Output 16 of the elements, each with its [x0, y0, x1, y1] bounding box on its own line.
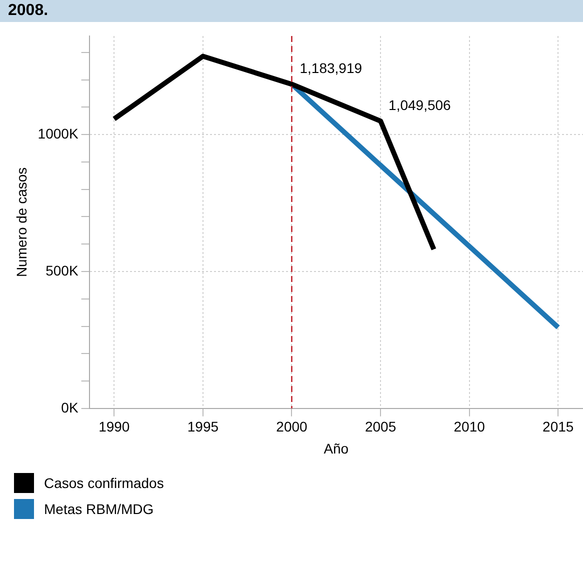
legend-label: Metas RBM/MDG — [44, 501, 154, 517]
y-tick-label: 1000K — [38, 125, 79, 142]
y-axis-title: Numero de casos — [13, 167, 30, 278]
x-axis-title: Año — [324, 440, 349, 456]
y-tick-label: 0K — [61, 399, 79, 416]
data-label: 1,183,919 — [300, 60, 362, 76]
data-label: 1,049,506 — [388, 96, 452, 113]
chart-title: 2008. — [0, 0, 583, 22]
legend-label: Casos confirmados — [44, 475, 164, 491]
y-tick-label: 500K — [46, 262, 79, 278]
x-tick-label: 1990 — [98, 418, 130, 435]
x-tick-label: 1995 — [187, 418, 219, 435]
x-tick-label: 2005 — [364, 418, 396, 435]
x-tick-label: 2010 — [454, 418, 486, 435]
x-tick-label: 2000 — [276, 418, 308, 435]
x-tick-label: 2015 — [542, 418, 574, 435]
